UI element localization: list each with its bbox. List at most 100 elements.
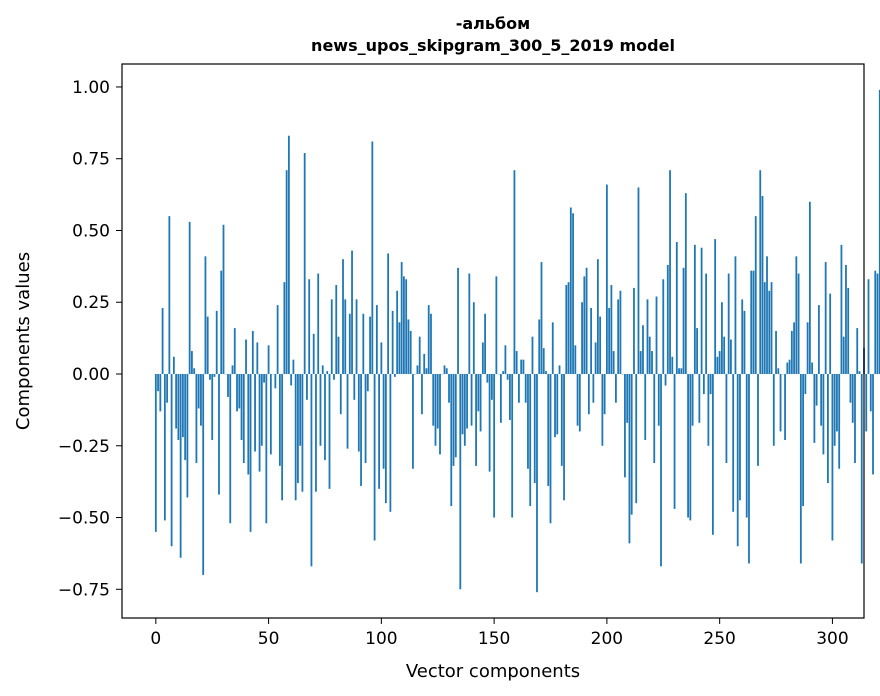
bar-104 — [389, 374, 392, 512]
bar-259 — [739, 374, 741, 501]
bar-180 — [560, 374, 563, 466]
bar-38 — [240, 374, 243, 441]
bar-88 — [353, 374, 356, 400]
bar-101 — [382, 374, 385, 469]
bar-59 — [287, 135, 290, 375]
bar-26 — [213, 374, 216, 377]
bar-170 — [538, 319, 541, 375]
bar-109 — [400, 262, 403, 375]
bar-120 — [425, 368, 428, 375]
bar-281 — [788, 359, 791, 375]
bar-166 — [529, 374, 532, 507]
bar-65 — [301, 374, 304, 492]
bar-122 — [430, 313, 432, 375]
bar-159 — [513, 170, 516, 375]
x-tick-label: 100 — [365, 629, 397, 649]
bar-86 — [348, 313, 351, 375]
bar-321 — [878, 89, 880, 375]
bar-199 — [603, 374, 606, 415]
bar-167 — [531, 336, 534, 375]
bar-192 — [587, 374, 590, 415]
bar-80 — [335, 285, 338, 375]
bar-242 — [700, 247, 703, 375]
bar-84 — [344, 299, 347, 375]
bar-251 — [721, 302, 723, 375]
bar-56 — [281, 374, 284, 501]
bar-73 — [319, 374, 322, 446]
bar-290 — [808, 201, 811, 375]
bar-157 — [509, 374, 511, 420]
bar-186 — [574, 345, 577, 375]
bar-77 — [328, 374, 331, 489]
bar-82 — [339, 374, 342, 415]
bar-165 — [527, 374, 529, 469]
bar-28 — [218, 374, 220, 495]
bar-153 — [499, 374, 502, 423]
bar-150 — [493, 374, 496, 518]
bar-11 — [179, 374, 182, 558]
bar-270 — [763, 282, 766, 375]
bar-142 — [475, 374, 477, 466]
bar-124 — [434, 374, 437, 446]
bar-24 — [209, 374, 211, 380]
bar-4 — [163, 374, 166, 521]
bar-103 — [387, 253, 390, 375]
bar-276 — [777, 368, 780, 375]
bar-161 — [518, 374, 520, 403]
bar-173 — [545, 371, 547, 375]
bar-83 — [342, 259, 344, 375]
bar-42 — [249, 374, 252, 532]
y-tick-label: 0.00 — [72, 365, 110, 385]
chart-subtitle: news_upos_skipgram_300_5_2019 model — [311, 36, 675, 55]
bar-61 — [292, 359, 295, 375]
bar-29 — [220, 270, 223, 375]
bar-163 — [522, 359, 525, 375]
bar-187 — [576, 374, 579, 426]
bar-100 — [380, 342, 383, 375]
bar-183 — [567, 282, 570, 375]
bar-280 — [786, 362, 789, 375]
bar-149 — [490, 374, 493, 400]
bar-57 — [283, 282, 286, 375]
bar-250 — [718, 351, 721, 375]
bar-228 — [669, 170, 671, 375]
bar-234 — [682, 267, 685, 375]
bar-238 — [691, 374, 694, 426]
bar-125 — [436, 374, 439, 429]
bar-171 — [540, 262, 543, 375]
bar-130 — [448, 374, 450, 403]
bar-310 — [854, 374, 856, 463]
bar-230 — [673, 374, 676, 509]
bar-245 — [707, 374, 710, 446]
bar-113 — [409, 330, 412, 375]
bar-140 — [470, 374, 473, 426]
bar-78 — [330, 299, 333, 375]
bar-55 — [278, 374, 281, 466]
bar-22 — [204, 256, 207, 375]
bar-227 — [666, 264, 669, 375]
x-axis-ticks: 0 50 100 150 200 250 300 — [150, 618, 849, 649]
bar-297 — [824, 262, 827, 375]
bar-229 — [671, 356, 674, 375]
bar-35 — [233, 328, 236, 375]
bar-181 — [563, 374, 565, 501]
bar-155 — [504, 345, 507, 375]
bar-0 — [154, 374, 157, 532]
bar-214 — [637, 187, 640, 375]
bar-25 — [211, 374, 214, 441]
bar-series — [154, 89, 880, 593]
bar-188 — [578, 374, 581, 432]
bar-96 — [371, 141, 374, 375]
bar-300 — [831, 374, 834, 541]
bar-89 — [355, 299, 358, 375]
bar-151 — [495, 276, 498, 375]
bar-85 — [346, 374, 349, 449]
bar-71 — [315, 374, 317, 492]
bar-32 — [227, 374, 229, 397]
bar-44 — [254, 374, 256, 452]
bar-175 — [549, 374, 552, 524]
bar-303 — [838, 374, 841, 469]
bar-210 — [628, 374, 631, 544]
bar-296 — [822, 374, 825, 455]
bar-265 — [752, 270, 755, 375]
